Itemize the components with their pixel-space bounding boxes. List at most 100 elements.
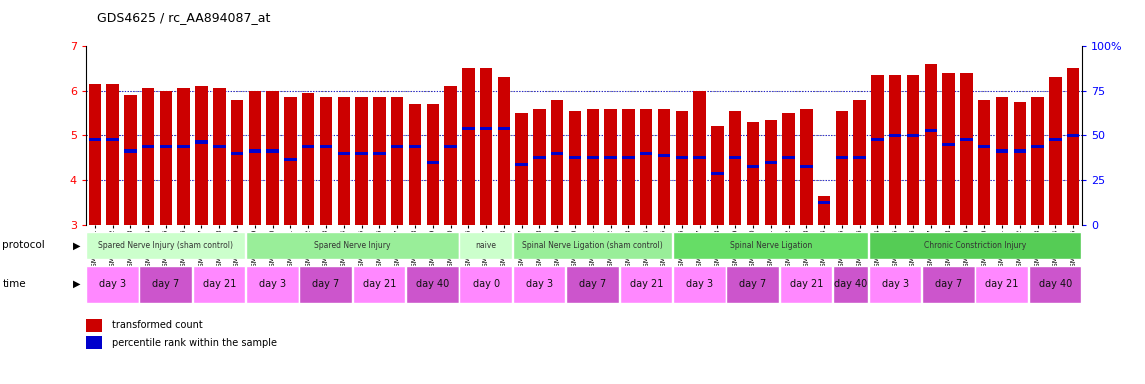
Bar (159, 91, 172, 225)
Bar (996, 98, 1009, 225)
Bar (463, 68, 474, 225)
Text: day 7: day 7 (579, 279, 607, 289)
Bar (106, 84, 119, 225)
Bar (1013, 149, 1026, 152)
Bar (444, 145, 457, 148)
Text: Spared Nerve Injury: Spared Nerve Injury (315, 241, 390, 250)
Text: day 40: day 40 (1039, 279, 1072, 289)
Bar (390, 145, 403, 148)
Text: day 3: day 3 (526, 279, 553, 289)
Bar (747, 122, 759, 225)
Bar (800, 109, 813, 225)
Bar (480, 127, 492, 130)
Bar (534, 109, 546, 225)
Bar (622, 156, 634, 159)
Bar (1049, 77, 1061, 225)
Bar (88, 84, 101, 225)
Bar (747, 165, 759, 168)
Bar (1013, 102, 1026, 225)
Bar (480, 68, 492, 225)
Bar (996, 149, 1009, 152)
Bar (978, 145, 990, 148)
Text: Chronic Constriction Injury: Chronic Constriction Injury (924, 241, 1026, 250)
Bar (409, 145, 421, 148)
Bar (427, 104, 439, 225)
Bar (142, 88, 155, 225)
Bar (853, 156, 866, 159)
Bar (267, 91, 279, 225)
Bar (463, 127, 474, 130)
Bar (694, 156, 705, 159)
Text: day 40: day 40 (835, 279, 868, 289)
Bar (925, 129, 937, 132)
Bar (284, 158, 297, 162)
Bar (498, 127, 511, 130)
Bar (869, 266, 922, 303)
Bar (513, 232, 672, 259)
Bar (86, 336, 102, 349)
Bar (1032, 98, 1044, 225)
Bar (676, 111, 688, 225)
Bar (124, 95, 136, 225)
Bar (192, 266, 245, 303)
Bar (248, 91, 261, 225)
Text: Spinal Nerve Ligation (sham control): Spinal Nerve Ligation (sham control) (522, 241, 663, 250)
Bar (961, 138, 972, 141)
Bar (373, 98, 386, 225)
Bar (673, 266, 726, 303)
Bar (177, 145, 190, 148)
Bar (551, 152, 563, 155)
Bar (459, 232, 512, 259)
Text: day 7: day 7 (152, 279, 180, 289)
Bar (586, 109, 599, 225)
Bar (694, 91, 705, 225)
Text: day 7: day 7 (935, 279, 962, 289)
Bar (86, 232, 245, 259)
Bar (619, 266, 672, 303)
Bar (142, 145, 155, 148)
Bar (925, 64, 937, 225)
Bar (515, 163, 528, 166)
Bar (832, 266, 868, 303)
Bar (978, 100, 990, 225)
Bar (836, 111, 848, 225)
Bar (355, 152, 368, 155)
Bar (338, 98, 350, 225)
Text: day 21: day 21 (790, 279, 823, 289)
Bar (836, 156, 848, 159)
Bar (676, 156, 688, 159)
Bar (711, 126, 724, 225)
Text: GDS4625 / rc_AA894087_at: GDS4625 / rc_AA894087_at (97, 12, 270, 25)
Bar (319, 98, 332, 225)
Bar (299, 266, 352, 303)
Text: day 21: day 21 (630, 279, 663, 289)
Bar (922, 266, 974, 303)
Bar (711, 172, 724, 175)
Bar (657, 109, 670, 225)
Bar (976, 266, 1028, 303)
Bar (551, 100, 563, 225)
Bar (406, 266, 459, 303)
Bar (673, 232, 868, 259)
Text: day 7: day 7 (313, 279, 340, 289)
Bar (302, 93, 315, 225)
Bar (231, 100, 243, 225)
Bar (86, 319, 102, 332)
Bar (569, 111, 582, 225)
Bar (124, 149, 136, 152)
Bar (1032, 145, 1044, 148)
Bar (248, 149, 261, 152)
Bar (818, 195, 830, 225)
Bar (871, 138, 884, 141)
Text: day 3: day 3 (686, 279, 713, 289)
Text: day 40: day 40 (416, 279, 449, 289)
Bar (961, 73, 972, 225)
Bar (267, 149, 279, 152)
Bar (1067, 134, 1080, 137)
Bar (302, 145, 315, 148)
Bar (1028, 266, 1081, 303)
Text: day 3: day 3 (259, 279, 286, 289)
Bar (213, 88, 226, 225)
Bar (1067, 68, 1080, 225)
Bar (566, 266, 618, 303)
